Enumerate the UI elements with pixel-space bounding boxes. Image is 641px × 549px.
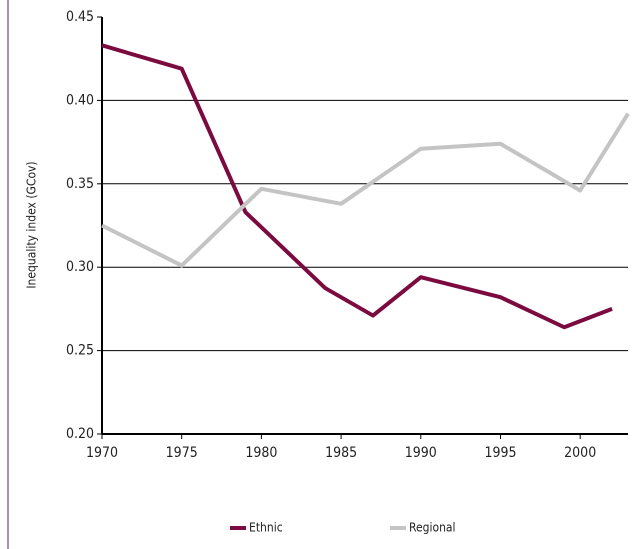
y-tick-label: 0.40: [66, 92, 94, 108]
y-tick-label: 0.30: [66, 259, 94, 275]
x-tick-label: 1975: [166, 445, 198, 461]
x-tick-label: 1970: [86, 445, 118, 461]
series-line: [101, 112, 630, 268]
legend-label: Ethnic: [249, 521, 283, 535]
x-tick-label: 1980: [245, 445, 277, 461]
legend-label: Regional: [409, 521, 456, 535]
legend-swatch: [230, 526, 246, 530]
x-tick-label: 1985: [325, 445, 357, 461]
x-tick-label: 2000: [564, 445, 596, 461]
y-axis-label: Inequality index (GCov): [25, 161, 39, 288]
y-tick-label: 0.45: [66, 9, 94, 25]
y-tick-label: 0.35: [66, 176, 94, 192]
x-tick-label: 1995: [484, 445, 516, 461]
y-tick-label: 0.25: [66, 343, 94, 359]
series-line: [101, 43, 613, 330]
y-tick-label: 0.20: [66, 426, 94, 442]
x-tick-label: 1990: [405, 445, 437, 461]
legend-swatch: [390, 526, 406, 530]
